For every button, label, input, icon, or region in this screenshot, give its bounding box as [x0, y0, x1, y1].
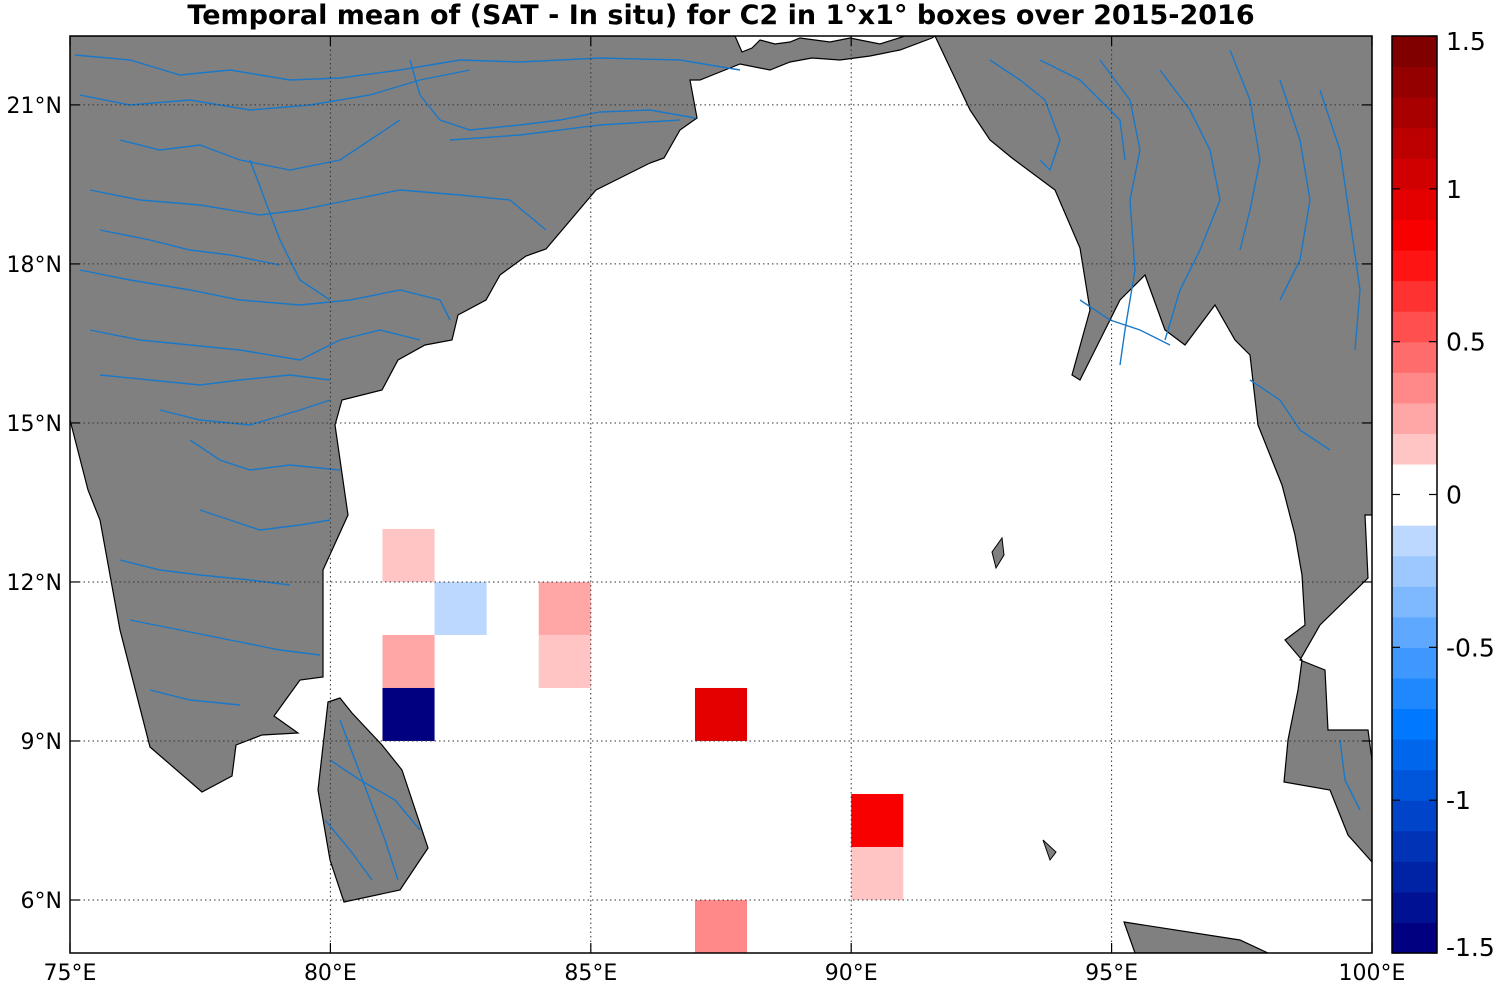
- colorbar-segment: [1392, 463, 1437, 496]
- colorbar-segment: [1392, 555, 1437, 587]
- colorbar-segment: [1392, 97, 1437, 129]
- latitude-ticks: 6°N 9°N 12°N 15°N 18°N 21°N: [7, 94, 1372, 914]
- colorbar-segment: [1392, 219, 1437, 251]
- colorbar-segment: [1392, 647, 1437, 679]
- colorbar-segment: [1392, 861, 1437, 893]
- colorbar-segment: [1392, 739, 1437, 771]
- colorbar-segment: [1392, 341, 1437, 373]
- heatmap-cell: [538, 581, 591, 635]
- colorbar-tick-label: -0.5: [1446, 633, 1495, 662]
- colorbar-segment: [1392, 891, 1437, 924]
- map-frame: [69, 35, 1373, 954]
- lon-tick-label: 95°E: [1085, 961, 1138, 984]
- longitude-ticks: 75°E 80°E 85°E 90°E 95°E 100°E: [44, 36, 1406, 984]
- heatmap-cell: [851, 846, 904, 900]
- colorbar-tick-label: -1: [1446, 786, 1471, 815]
- lon-tick-label: 90°E: [825, 961, 878, 984]
- colorbar-tick-label: 0: [1446, 481, 1462, 510]
- colorbar-segment: [1392, 830, 1437, 862]
- land-layer: [70, 36, 1372, 953]
- landmass-andaman: [991, 536, 1005, 570]
- heatmap-cells: [382, 528, 904, 953]
- colorbar-segment: [1392, 525, 1437, 557]
- colorbar-segment: [1392, 127, 1437, 159]
- heatmap-cell: [538, 634, 591, 688]
- map-title: Temporal mean of (SAT - In situ) for C2 …: [187, 0, 1255, 31]
- colorbar-segment: [1392, 188, 1437, 220]
- lon-tick-label: 100°E: [1339, 961, 1406, 984]
- colorbar-segment: [1392, 433, 1437, 465]
- colorbar-segment: [1392, 708, 1437, 740]
- gridlines: [69, 36, 1373, 953]
- colorbar-frame: [1391, 35, 1438, 954]
- colorbar-segment: [1392, 922, 1437, 954]
- landmass-myanmar: [934, 36, 1372, 863]
- lat-tick-label: 15°N: [7, 412, 62, 437]
- heatmap-cell: [434, 581, 487, 635]
- lon-tick-label: 85°E: [564, 961, 617, 984]
- colorbar-segment: [1392, 769, 1437, 801]
- lat-tick-label: 21°N: [7, 94, 62, 119]
- lon-tick-label: 80°E: [304, 961, 357, 984]
- colorbar-segment: [1392, 586, 1437, 618]
- colorbar-tick-label: -1.5: [1446, 933, 1495, 962]
- colorbar-segment: [1392, 311, 1437, 343]
- colorbar-segment: [1392, 494, 1437, 526]
- landmass-india: [70, 36, 937, 793]
- colorbar-segment: [1392, 36, 1437, 68]
- lat-tick-label: 6°N: [21, 889, 62, 914]
- lat-tick-label: 9°N: [21, 730, 62, 755]
- colorbar-segment: [1392, 616, 1437, 648]
- lat-tick-label: 12°N: [7, 571, 62, 596]
- colorbar-segment: [1392, 402, 1437, 434]
- colorbar-segment: [1392, 372, 1437, 404]
- colorbar-segment: [1392, 249, 1437, 282]
- colorbar-tick-label: 1: [1446, 175, 1462, 204]
- heatmap-cell: [694, 687, 748, 741]
- heatmap-cell: [382, 687, 435, 741]
- heatmap-cell: [694, 899, 748, 953]
- colorbar-segment: [1392, 158, 1437, 190]
- colorbar-segment: [1392, 66, 1437, 98]
- colorbar-tick-label: 1.5: [1446, 27, 1486, 56]
- colorbar-segment: [1392, 677, 1437, 710]
- colorbar: [1392, 36, 1437, 954]
- lat-tick-label: 18°N: [7, 253, 62, 278]
- colorbar-segment: [1392, 800, 1437, 832]
- heatmap-cell: [382, 634, 435, 688]
- landmass-sri-lanka: [317, 697, 429, 903]
- heatmap-cell: [382, 528, 435, 582]
- heatmap-cell: [851, 793, 904, 847]
- colorbar-tick-label: 0.5: [1446, 328, 1486, 357]
- landmass-nicobar: [1042, 839, 1057, 862]
- landmass-sumatra: [1123, 921, 1269, 953]
- lon-tick-label: 75°E: [44, 961, 97, 984]
- river-network: [74, 49, 1361, 881]
- colorbar-segment: [1392, 280, 1437, 312]
